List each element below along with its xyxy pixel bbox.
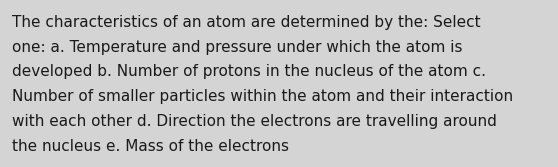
Text: the nucleus e. Mass of the electrons: the nucleus e. Mass of the electrons <box>12 139 289 154</box>
Text: one: a. Temperature and pressure under which the atom is: one: a. Temperature and pressure under w… <box>12 40 463 55</box>
Text: with each other d. Direction the electrons are travelling around: with each other d. Direction the electro… <box>12 114 497 129</box>
Text: The characteristics of an atom are determined by the: Select: The characteristics of an atom are deter… <box>12 15 481 30</box>
Text: developed b. Number of protons in the nucleus of the atom c.: developed b. Number of protons in the nu… <box>12 64 486 79</box>
Text: Number of smaller particles within the atom and their interaction: Number of smaller particles within the a… <box>12 89 513 104</box>
